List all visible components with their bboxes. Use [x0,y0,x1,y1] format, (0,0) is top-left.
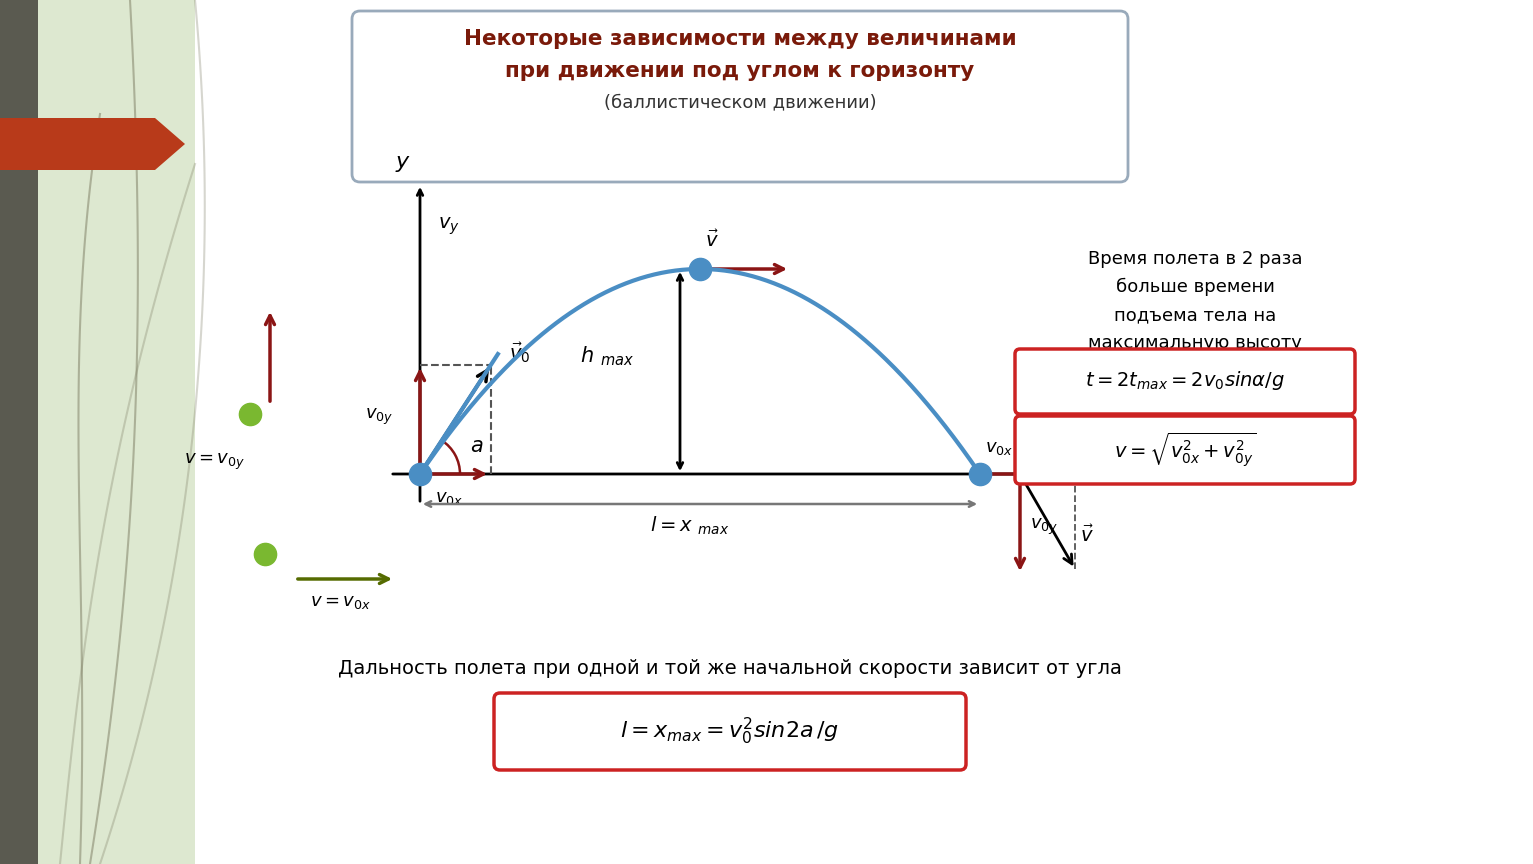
Text: подъема тела на: подъема тела на [1114,306,1275,324]
Bar [0,0,195,864]
Text: $\vec{v}$: $\vec{v}$ [705,230,719,251]
Text: $v =\sqrt{v_{0x}^{2}+ v_{0y}^{2}}$: $v =\sqrt{v_{0x}^{2}+ v_{0y}^{2}}$ [1114,431,1256,469]
FancyBboxPatch shape [1015,349,1355,414]
FancyBboxPatch shape [494,693,966,770]
Text: Некоторые зависимости между величинами: Некоторые зависимости между величинами [463,29,1016,49]
Text: x: x [1072,464,1085,484]
Text: $v_{0x}$: $v_{0x}$ [435,489,463,507]
Text: $l = x\ _{max}$: $l = x\ _{max}$ [650,515,730,537]
Text: максимальную высоту: максимальную высоту [1088,334,1302,352]
Text: (баллистическом движении): (баллистическом движении) [604,93,877,111]
Polygon shape [0,118,185,170]
FancyBboxPatch shape [353,11,1128,182]
Text: $v_{0x}$: $v_{0x}$ [986,439,1013,457]
Text: Дальность полета при одной и той же начальной скорости зависит от угла: Дальность полета при одной и той же нача… [339,659,1122,678]
Text: $a$: $a$ [471,436,483,456]
Text: $\vec{v}$: $\vec{v}$ [1081,524,1093,546]
Text: $v=v_{0x}$: $v=v_{0x}$ [310,593,371,611]
Text: Время полета в 2 раза: Время полета в 2 раза [1088,250,1302,268]
Text: больше времени: больше времени [1116,277,1274,296]
Text: $v_y$: $v_y$ [438,216,460,238]
Text: при движении под углом к горизонту: при движении под углом к горизонту [506,61,975,81]
Text: $l = x_{max}= v_0^2 sin2a\,/g$: $l = x_{max}= v_0^2 sin2a\,/g$ [621,715,840,746]
Text: $h\ _{max}$: $h\ _{max}$ [579,344,635,367]
Text: $v_{0y}$: $v_{0y}$ [365,407,394,428]
Bar [0,0,38,864]
Text: y: y [396,152,409,172]
Text: $\vec{v}_0$: $\vec{v}_0$ [509,340,530,365]
Text: $t= 2t_{max} = 2v_0 sin\alpha/g$: $t= 2t_{max} = 2v_0 sin\alpha/g$ [1085,370,1285,392]
Bar [195,0,1533,864]
FancyBboxPatch shape [1015,416,1355,484]
Text: $v=v_{0y}$: $v=v_{0y}$ [184,452,245,472]
Text: $v_{0y}$: $v_{0y}$ [1030,517,1058,537]
